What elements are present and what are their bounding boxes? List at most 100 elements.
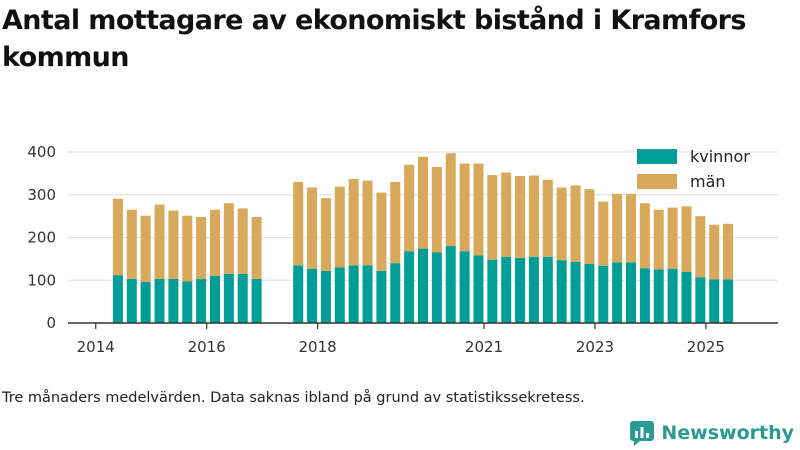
bar-kvinnor [182,281,193,323]
bar-stack [723,223,734,323]
newsworthy-logo[interactable]: Newsworthy [629,420,794,446]
bar-stack [515,175,526,323]
bar-man [376,192,387,271]
bar-kvinnor [653,269,664,323]
y-axis-ticks: 0 100 200 300 400 [27,143,56,332]
bar-stack [112,198,123,323]
y-tick-label: 0 [46,314,56,332]
chart-title: Antal mottagare av ekonomiskt bistånd i … [2,5,746,73]
bar-stack [681,206,692,323]
bar-kvinnor [639,268,650,323]
bar-kvinnor [376,270,387,323]
bar-man [182,215,193,282]
brand-name: Newsworthy [661,422,794,444]
y-tick-label: 200 [27,229,56,247]
bar-man [307,187,318,269]
bar-kvinnor [140,281,151,323]
bar-kvinnor [598,265,609,323]
y-tick-label: 300 [27,186,56,204]
bar-man [140,215,151,282]
bar-kvinnor [431,252,442,323]
bar-kvinnor [418,248,428,323]
bar-stack [362,180,373,323]
bar-kvinnor [723,279,734,323]
footnote: Tre månaders medelvärden. Data saknas ib… [2,390,585,406]
bar-man [404,164,415,252]
bar-man [293,181,304,266]
bar-stack [556,187,567,323]
bar-man [237,208,248,274]
legend-swatch-man [637,174,677,189]
bar-kvinnor [404,251,415,323]
bar-kvinnor [390,263,401,323]
bar-man [667,207,678,269]
bar-man [348,178,359,266]
bar-stack [196,216,207,323]
bar-stack [598,201,609,323]
bar-man [515,175,526,259]
bar-stack [667,207,678,323]
bar-kvinnor [515,258,526,323]
bar-man [154,204,165,279]
bar-stack [348,178,359,323]
y-tick-label: 400 [27,143,56,161]
bar-man [168,210,179,279]
x-tick-label: 2021 [465,338,503,356]
bar-kvinnor [196,278,207,323]
bar-man [320,198,331,271]
bar-kvinnor [112,275,123,323]
x-axis-ticks: 2014 2016 2018 2021 2023 2025 [77,323,725,356]
bar-man [362,180,373,266]
bar-man [598,201,609,266]
bar-man [209,209,220,276]
bar-kvinnor [154,278,165,323]
bar-stack [570,185,581,323]
bar-man [445,153,456,247]
bar-man [196,216,207,279]
bar-kvinnor [501,256,512,323]
bar-stack [639,203,650,323]
bar-kvinnor [487,259,498,323]
x-tick-label: 2018 [299,338,337,356]
bar-man [487,175,498,260]
bar-kvinnor [459,251,470,323]
bar-man [542,179,553,257]
legend: kvinnor män [637,147,750,191]
bar-stack [501,172,512,323]
bar-man [334,186,345,268]
bar-man [584,189,595,265]
x-tick-label: 2016 [188,338,226,356]
bar-man [681,206,692,272]
bar-man [126,209,137,279]
bar-stack [584,189,595,323]
bar-kvinnor [445,246,456,323]
stacked-bar-chart: 2014 2016 2018 2021 2023 2025 0 100 200 300 400 k… [27,143,778,356]
bar-stack [293,181,304,323]
y-tick-label: 100 [27,271,56,289]
bar-man [612,193,623,263]
bar-stack [528,175,539,323]
bar-stack [404,164,415,323]
legend-label-man: män [690,172,726,191]
bar-man [501,172,512,257]
bar-stack [459,163,470,323]
bar-man [653,209,664,270]
newsworthy-logo-icon [630,421,655,446]
bar-stack [209,209,220,323]
bar-stack [487,175,498,323]
bar-man [695,216,706,278]
bar-stack [612,193,623,323]
bar-stack [140,215,151,323]
bar-kvinnor [126,278,137,323]
legend-swatch-kvinnor [637,149,677,164]
bar-kvinnor [542,256,553,323]
bar-kvinnor [237,273,248,323]
bar-stack [473,163,484,323]
bar-stack [542,179,553,323]
bar-man [459,163,470,252]
bar-man [709,224,720,280]
bar-stack [182,215,193,323]
bar-kvinnor [223,273,234,323]
bar-man [473,163,484,256]
bar-stack [376,192,387,323]
